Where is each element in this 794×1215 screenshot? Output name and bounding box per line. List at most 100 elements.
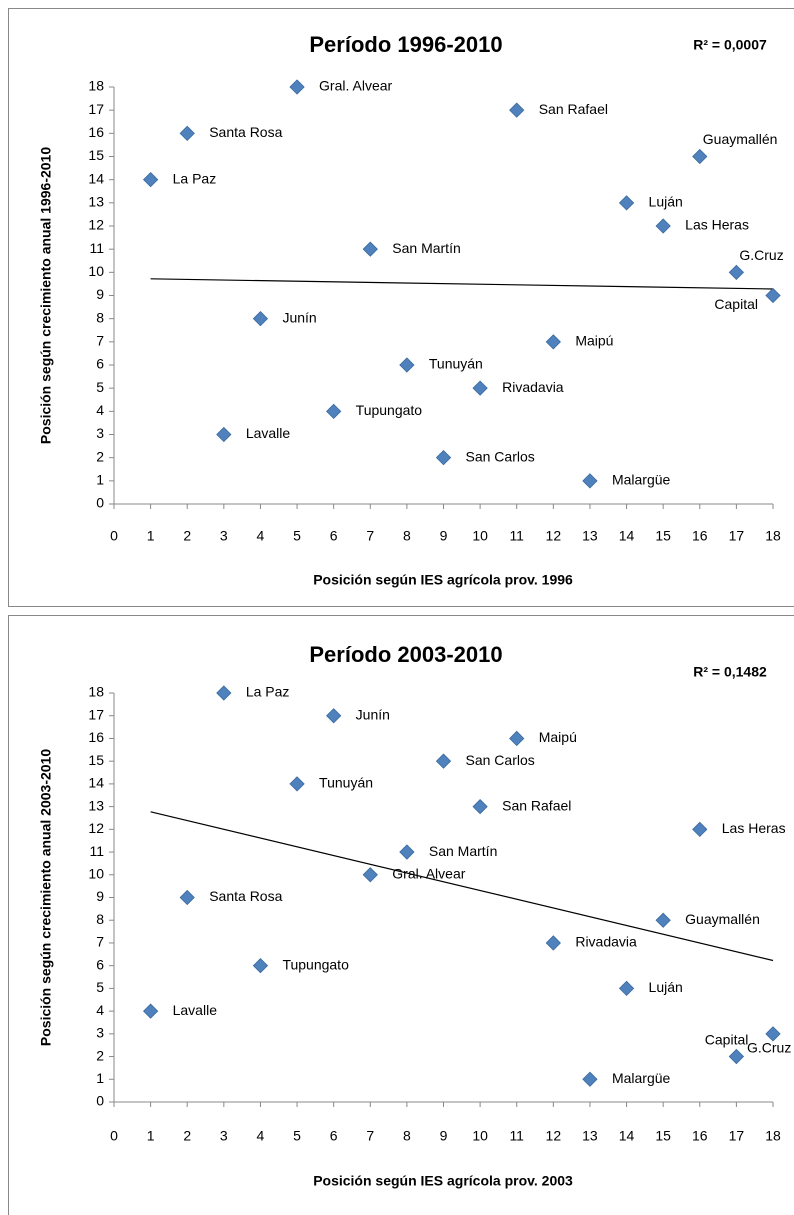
- point-label: San Rafael: [502, 797, 571, 813]
- point-label: Guaymallén: [685, 911, 760, 927]
- y-tick-label: 16: [88, 729, 104, 745]
- y-tick-label: 16: [88, 124, 104, 140]
- point: [216, 685, 232, 701]
- y-tick-label: 13: [88, 797, 104, 813]
- x-tick-label: 4: [257, 528, 265, 544]
- x-tick-label: 8: [403, 528, 411, 544]
- y-tick-label: 6: [96, 956, 104, 972]
- x-axis-label: Posición según IES agrícola prov. 1996: [313, 572, 573, 588]
- point: [692, 821, 708, 837]
- x-tick-label: 9: [440, 1128, 448, 1144]
- x-tick-label: 5: [293, 528, 301, 544]
- point: [472, 380, 488, 396]
- point-label: Las Heras: [685, 217, 749, 233]
- point: [582, 1071, 598, 1087]
- r-squared: R² = 0,0007: [693, 37, 767, 53]
- y-tick-label: 12: [88, 217, 104, 233]
- point: [509, 102, 525, 118]
- y-tick-label: 18: [88, 78, 104, 94]
- point-label: La Paz: [173, 170, 217, 186]
- y-tick-label: 2: [96, 1047, 104, 1063]
- y-tick-label: 11: [89, 843, 104, 859]
- point: [692, 148, 708, 165]
- y-tick-label: 9: [96, 888, 104, 904]
- point: [655, 218, 671, 234]
- x-tick-label: 12: [546, 1128, 562, 1144]
- point-label: Santa Rosa: [209, 124, 282, 140]
- y-tick-label: 3: [96, 425, 104, 441]
- y-tick-label: 2: [96, 448, 104, 464]
- point: [399, 844, 415, 860]
- point-label: San Martín: [429, 843, 497, 859]
- y-tick-label: 8: [96, 309, 104, 325]
- x-tick-label: 16: [692, 528, 708, 544]
- trendline: [150, 811, 774, 962]
- point: [326, 708, 342, 724]
- point-label: Luján: [649, 194, 683, 210]
- panel-frame: [8, 615, 794, 1215]
- x-tick-label: 14: [619, 1128, 635, 1144]
- point-label: G.Cruz: [747, 1040, 791, 1056]
- y-tick-label: 8: [96, 911, 104, 927]
- trendline: [150, 278, 774, 290]
- point: [179, 889, 195, 906]
- x-tick-label: 11: [509, 528, 524, 544]
- point: [252, 958, 269, 974]
- point: [179, 125, 195, 141]
- point: [655, 912, 671, 928]
- y-tick-label: 10: [88, 263, 104, 279]
- y-tick-label: 1: [96, 1070, 104, 1086]
- y-tick-label: 7: [96, 333, 104, 349]
- x-tick-label: 6: [330, 1128, 338, 1144]
- x-tick-label: 12: [546, 528, 562, 544]
- x-tick-label: 7: [366, 1128, 374, 1144]
- y-tick-label: 10: [88, 865, 104, 881]
- x-tick-label: 11: [509, 1128, 524, 1144]
- y-tick-label: 4: [96, 1002, 104, 1018]
- y-tick-label: 15: [88, 147, 104, 163]
- y-tick-label: 14: [88, 775, 104, 791]
- point-label: Tupungato: [282, 956, 349, 972]
- x-tick-label: 3: [220, 1128, 228, 1144]
- point: [326, 403, 342, 419]
- x-tick-label: 15: [655, 528, 671, 544]
- x-tick-label: 13: [582, 528, 598, 544]
- point-label: Gral. Alvear: [319, 78, 392, 94]
- y-axis-label: Posición según crecimiento anual 2003-20…: [38, 749, 54, 1046]
- point: [765, 1026, 781, 1042]
- point: [142, 172, 159, 188]
- y-tick-label: 9: [96, 286, 104, 302]
- point: [545, 334, 561, 350]
- y-tick-label: 18: [88, 684, 104, 700]
- y-tick-label: 4: [96, 402, 104, 418]
- point: [216, 426, 232, 443]
- point: [728, 264, 745, 280]
- point-label: San Carlos: [466, 448, 535, 464]
- point-label: Rivadavia: [575, 934, 637, 950]
- y-tick-label: 5: [96, 379, 104, 395]
- point-label: La Paz: [246, 684, 290, 700]
- y-axis-label: Posición según crecimiento anual 1996-20…: [38, 147, 54, 444]
- x-tick-label: 7: [366, 528, 374, 544]
- point: [728, 1048, 745, 1065]
- point-label: Santa Rosa: [209, 888, 282, 904]
- point: [509, 730, 525, 747]
- point-label: San Rafael: [539, 101, 608, 117]
- point-label: G.Cruz: [739, 247, 783, 263]
- x-tick-label: 13: [582, 1128, 598, 1144]
- point-label: Luján: [649, 979, 683, 995]
- y-tick-label: 3: [96, 1025, 104, 1041]
- x-tick-label: 14: [619, 528, 635, 544]
- y-tick-label: 7: [96, 934, 104, 950]
- point-label: Tunuyán: [319, 775, 373, 791]
- point-label: Capital: [705, 1031, 749, 1047]
- x-tick-label: 0: [110, 528, 118, 544]
- point-label: San Carlos: [466, 752, 535, 768]
- x-tick-label: 6: [330, 528, 338, 544]
- x-tick-label: 18: [765, 528, 781, 544]
- point-label: Lavalle: [246, 425, 291, 441]
- y-tick-label: 15: [88, 752, 104, 768]
- x-tick-label: 17: [729, 1128, 745, 1144]
- chart-title: Período 1996-2010: [309, 32, 502, 57]
